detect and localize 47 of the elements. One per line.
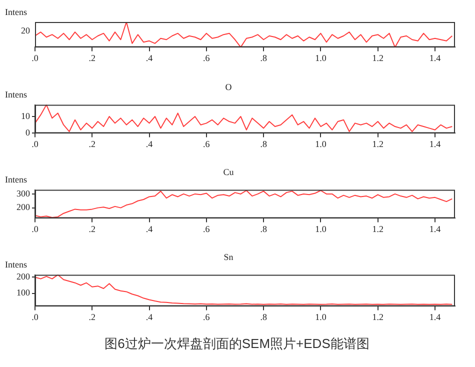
x-tick-label: .0 — [32, 138, 39, 149]
y-tick-label: 200 — [16, 272, 30, 282]
x-tick-label: .4 — [146, 138, 154, 149]
x-tick-label: 1.2 — [372, 52, 384, 63]
x-tick-label: 1.0 — [315, 52, 327, 63]
x-tick-label: .8 — [260, 138, 268, 149]
chart-title: Sn — [224, 252, 234, 262]
y-tick-label: 0 — [26, 128, 30, 138]
x-tick-label: .2 — [88, 312, 96, 322]
x-tick-label: 1.2 — [372, 224, 384, 234]
x-tick-label: 1.0 — [315, 224, 327, 234]
y-axis-title: Intens — [5, 90, 28, 100]
y-tick-label: 300 — [16, 188, 30, 198]
x-tick-label: 1.0 — [315, 312, 327, 322]
x-tick-label: 1.4 — [429, 312, 442, 322]
x-tick-label: .0 — [32, 312, 39, 322]
y-axis-title: Intens — [5, 260, 28, 270]
text: 20 — [21, 25, 30, 36]
chart-title: O — [225, 82, 232, 92]
y-tick-label: 10 — [21, 110, 30, 121]
y-tick-label: 200 — [16, 202, 30, 212]
x-tick-label: .6 — [203, 138, 210, 149]
x-tick-label: .8 — [260, 224, 268, 234]
x-tick-label: 1.4 — [429, 52, 442, 63]
x-tick-label: .2 — [88, 224, 96, 234]
x-tick-label: 1.4 — [429, 224, 442, 234]
x-tick-label: .6 — [203, 312, 210, 322]
x-tick-label: 1.0 — [315, 138, 327, 149]
x-tick-label: .8 — [260, 312, 268, 322]
x-tick-label: .6 — [203, 52, 210, 63]
x-tick-label: .2 — [88, 138, 96, 149]
x-tick-label: .4 — [146, 224, 154, 234]
x-tick-label: .4 — [146, 312, 154, 322]
y-tick-label: 100 — [16, 288, 30, 298]
caption: 图6过炉一次焊盘剖面的SEM照片+EDS能谱图 — [104, 336, 370, 351]
x-tick-label: 1.4 — [429, 138, 442, 149]
x-tick-label: .8 — [260, 52, 268, 63]
x-tick-label: .2 — [88, 52, 96, 63]
y-axis-title: Intens — [5, 6, 28, 17]
chart-title: Cu — [223, 166, 234, 177]
y-axis-title: Intens — [5, 174, 28, 185]
x-tick-label: 1.2 — [372, 312, 384, 322]
x-tick-label: .0 — [32, 52, 39, 63]
x-tick-label: 1.2 — [372, 138, 384, 149]
x-tick-label: .0 — [32, 224, 39, 234]
x-tick-label: .4 — [146, 52, 154, 63]
x-tick-label: .6 — [203, 224, 210, 234]
